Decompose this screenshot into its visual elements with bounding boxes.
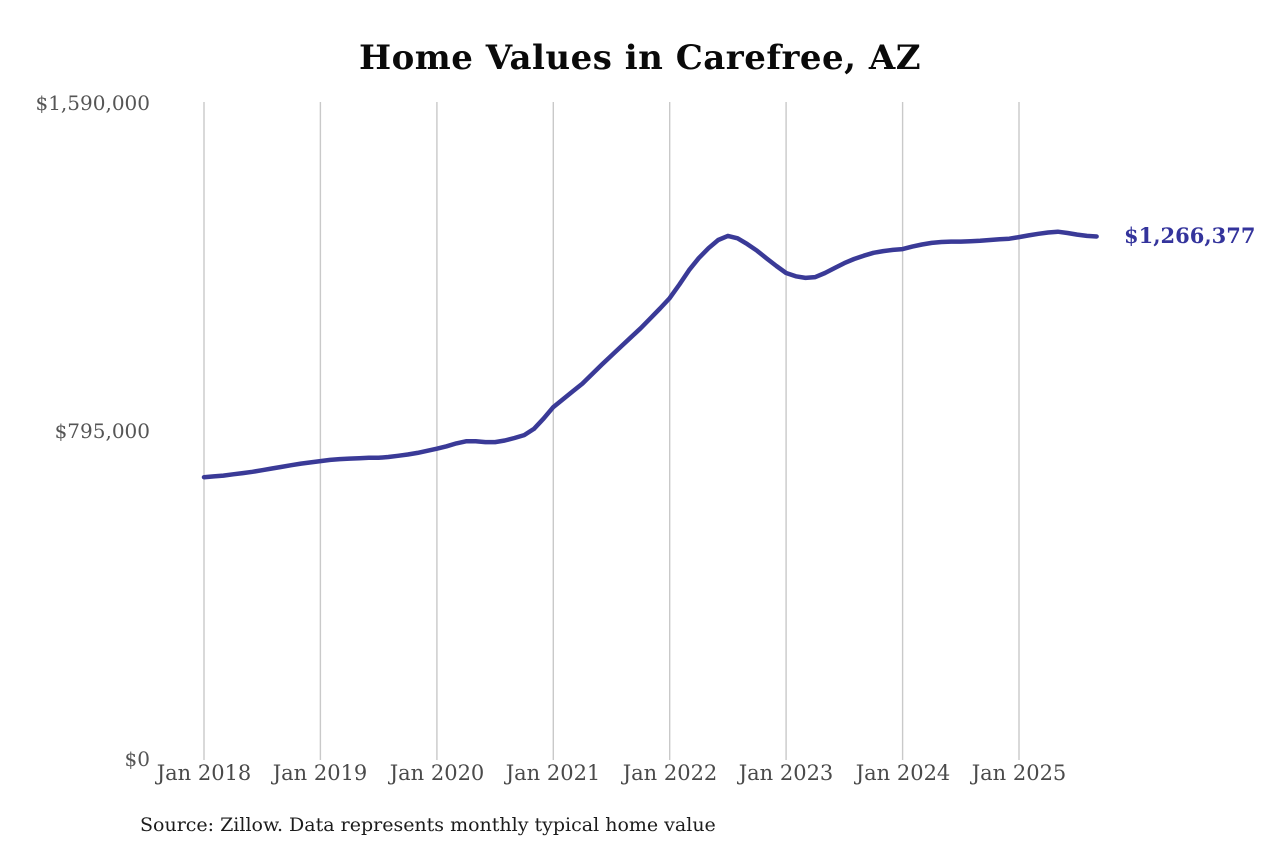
- x-axis-tick-label: Jan 2025: [971, 761, 1067, 785]
- x-axis-tick-label: Jan 2021: [505, 761, 601, 785]
- x-axis-tick-label: Jan 2018: [156, 761, 252, 785]
- x-axis-tick-label: Jan 2024: [855, 761, 951, 785]
- source-note: Source: Zillow. Data represents monthly …: [140, 814, 716, 836]
- current-value-label: $1,266,377: [1124, 223, 1256, 248]
- x-axis-tick-label: Jan 2020: [389, 761, 485, 785]
- x-axis-tick-label: Jan 2022: [622, 761, 718, 785]
- y-axis-tick-label: $1,590,000: [35, 91, 150, 115]
- y-axis-tick-label: $795,000: [54, 419, 150, 443]
- x-axis-tick-label: Jan 2019: [272, 761, 368, 785]
- home-value-line: [201, 229, 1099, 480]
- gridlines: [203, 102, 1020, 760]
- chart-title: Home Values in Carefree, AZ: [358, 38, 922, 78]
- x-axis-tick-label: Jan 2023: [738, 761, 834, 785]
- y-axis-tick-label: $0: [124, 747, 150, 771]
